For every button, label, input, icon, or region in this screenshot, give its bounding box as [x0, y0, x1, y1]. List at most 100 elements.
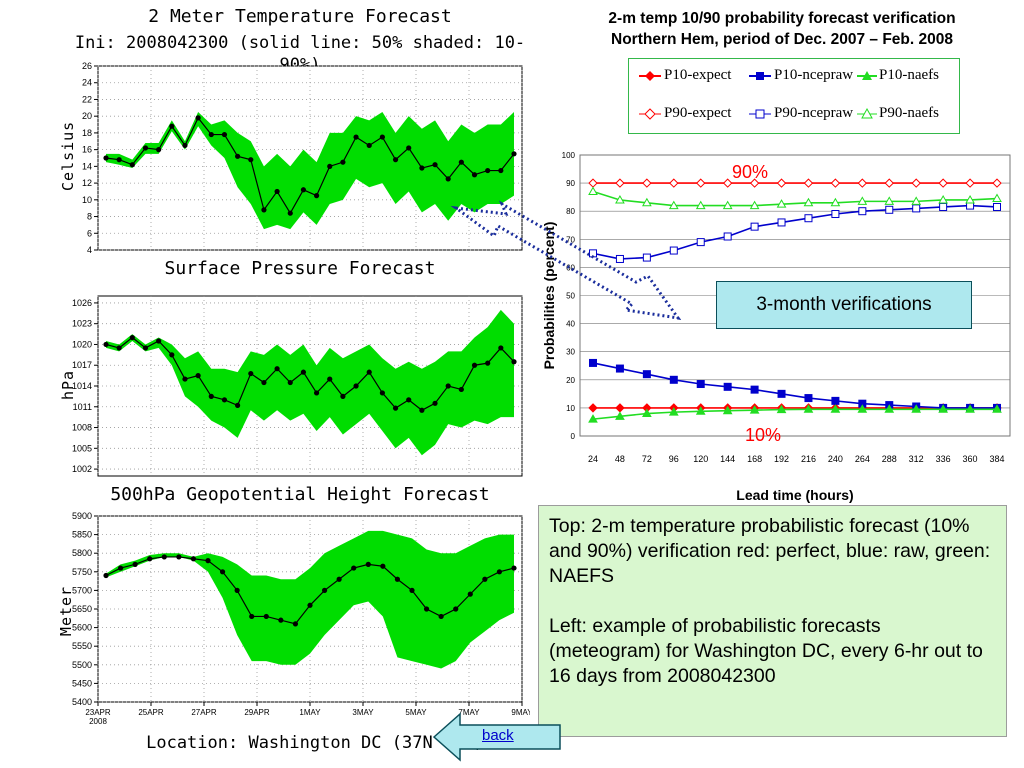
temperature-median-point [129, 162, 135, 168]
height500-median-point [453, 606, 459, 612]
point-p90-expect [615, 178, 625, 188]
temperature-ytick-label: 18 [82, 128, 92, 138]
temperature-median-point [366, 142, 372, 149]
label-10-percent: 10% [745, 425, 781, 445]
point-p90-naefs [695, 200, 706, 210]
verification-xtick-label: 120 [693, 454, 708, 464]
pressure-median-point [287, 379, 293, 386]
height500-median-point [132, 561, 138, 567]
point-p90-naefs [588, 186, 598, 196]
point-p90-naefs [803, 197, 814, 207]
height500-median-point [219, 569, 226, 575]
pressure-median-point [366, 369, 372, 375]
height500-median-point [249, 613, 255, 620]
pressure-median-point [392, 405, 399, 411]
point-p10-naefs [992, 404, 1002, 413]
legend-marker-p90-expect [639, 107, 661, 120]
verification-ytick-label: 70 [566, 235, 575, 244]
verification-title: 2-m temp 10/90 probability forecast veri… [540, 8, 1024, 50]
pressure-median-line [105, 336, 515, 411]
legend-label-p90-expect: P90-expect [664, 105, 732, 121]
height500-median-point [176, 554, 182, 560]
point-p90-expect [749, 178, 760, 188]
verification-ytick-label: 90 [566, 179, 575, 188]
temperature-median-point [406, 145, 412, 151]
height500-median-point [423, 606, 430, 612]
point-p90-expect [992, 178, 1002, 188]
pressure-median-point [274, 366, 280, 372]
verification-xtick-label: 216 [801, 454, 816, 464]
pressure-title: Surface Pressure Forecast [164, 258, 436, 279]
height500-ytick-label: 5750 [72, 567, 92, 577]
temperature-ytick-label: 20 [82, 111, 92, 121]
temperature-median-point [142, 145, 149, 151]
point-p90-expect [642, 178, 652, 188]
pressure-median-point [116, 345, 122, 351]
point-p10-ncepraw [589, 358, 597, 367]
xtick-label: 5MAY [405, 708, 427, 717]
pressure-median-point [208, 393, 214, 399]
height500-median-point [103, 572, 109, 579]
notes-paragraph-1: Top: 2-m temperature probabilistic forec… [549, 515, 991, 587]
pressure-median-point [182, 376, 188, 382]
point-p90-ncepraw [912, 204, 921, 213]
point-p90-naefs [992, 193, 1002, 203]
height500-median-point [147, 556, 153, 562]
height500-ytick-label: 5800 [72, 548, 92, 558]
back-button[interactable]: back [432, 712, 562, 762]
height500-median-point [511, 565, 517, 571]
legend-label-p90-ncepraw: P90-ncepraw [774, 105, 854, 121]
height500-median-point [278, 617, 284, 623]
height500-median-point [307, 602, 313, 608]
point-p10-naefs [857, 404, 868, 413]
legend-marker-p90-naefs [857, 107, 877, 118]
point-p90-expect [830, 178, 841, 188]
pressure-ytick-label: 1026 [72, 298, 92, 308]
temperature-ytick-label: 8 [87, 212, 92, 222]
series-line-p90-ncepraw [592, 204, 998, 260]
verification-callout: 3-month verifications [716, 281, 972, 329]
temperature-median-point [432, 162, 438, 168]
verification-xtick-label: 360 [963, 454, 978, 464]
pressure-ytick-label: 1017 [72, 360, 92, 370]
height500-median-point [336, 576, 342, 582]
point-p90-ncepraw [750, 222, 759, 231]
point-p10-naefs [830, 404, 841, 413]
point-p10-ncepraw [642, 370, 651, 379]
point-p90-naefs [938, 194, 948, 204]
point-p90-expect [938, 178, 948, 188]
legend-label-p90-naefs: P90-naefs [879, 105, 939, 121]
height500-ytick-label: 5900 [72, 512, 92, 521]
pressure-median-point [485, 360, 491, 366]
height500-median-point [321, 587, 328, 593]
height500-ytick-label: 5850 [72, 530, 92, 540]
temperature-median-point [458, 159, 464, 165]
point-p10-naefs [588, 414, 598, 423]
back-link[interactable]: back [482, 727, 514, 744]
temperature-median-point [511, 151, 517, 157]
height500-median-point [263, 613, 269, 620]
temperature-ytick-label: 6 [87, 228, 92, 238]
point-p90-ncepraw [858, 207, 867, 216]
height500-median-point [351, 565, 357, 571]
legend-item-p90-ncepraw: P90-ncepraw [749, 105, 853, 122]
legend-label-p10-expect: P10-expect [664, 67, 732, 83]
temperature-median-point [182, 142, 188, 149]
verification-xtick-label: 48 [615, 454, 625, 464]
height500-meteogram: 5400 5450 5500 5550 5600 5650 5700 5750 5800 5850… [72, 512, 530, 726]
series-line-p10-ncepraw [592, 362, 997, 409]
temperature-ytick-label: 26 [82, 62, 92, 71]
height500-ytick-label: 5550 [72, 641, 92, 651]
verification-xtick-label: 240 [828, 454, 843, 464]
point-p10-ncepraw [669, 375, 678, 384]
point-p10-ncepraw [723, 382, 732, 391]
legend-item-p10-ncepraw: P10-ncepraw [749, 67, 853, 84]
temperature-title: 2 Meter Temperature Forecast [148, 6, 452, 27]
temperature-median-point [169, 123, 175, 129]
temperature-median-point [300, 187, 307, 193]
pressure-median-point [221, 397, 228, 403]
temperature-median-point [353, 134, 359, 140]
pressure-median-point [313, 390, 320, 396]
legend-marker-p10-ncepraw [749, 71, 771, 80]
